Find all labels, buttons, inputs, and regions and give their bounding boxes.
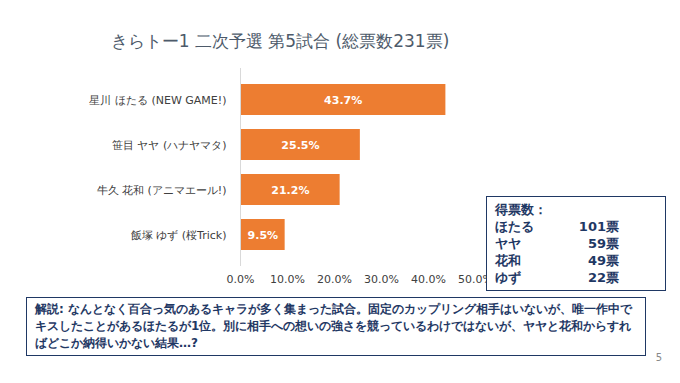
svg-text:笹目 ヤヤ (ハナヤマタ): 笹目 ヤヤ (ハナヤマタ) (112, 139, 227, 152)
html-text:きらトー1 二次予選 第5試合 (総票数231票): きらトー1 二次予選 第5試合 (総票数231票) (110, 31, 450, 51)
svg-text:10.0%: 10.0% (270, 273, 305, 286)
svg-text:30.0%: 30.0% (364, 273, 399, 286)
html-text:ヤヤ: ヤヤ (495, 236, 521, 251)
html-text:101票: 101票 (578, 219, 619, 234)
svg-text:飯塚 ゆず (桜Trick): 飯塚 ゆず (桜Trick) (131, 229, 227, 242)
svg-text:21.2%: 21.2% (271, 184, 309, 197)
svg-text:25.5%: 25.5% (281, 139, 319, 152)
html-text:22票: 22票 (587, 270, 619, 285)
html-text:59票: 59票 (587, 236, 619, 251)
html-text:花和: 花和 (495, 253, 521, 268)
html-text:5: 5 (655, 352, 662, 363)
html-text:ゆず: ゆず (495, 270, 521, 285)
svg-text:牛久 花和 (アニマエール!): 牛久 花和 (アニマエール!) (97, 184, 227, 197)
svg-text:20.0%: 20.0% (317, 273, 352, 286)
svg-text:0.0%: 0.0% (227, 273, 255, 286)
svg-text:星川 ほたる (NEW GAME!): 星川 ほたる (NEW GAME!) (89, 94, 226, 107)
html-text:49票: 49票 (587, 253, 619, 268)
svg-text:9.5%: 9.5% (248, 229, 279, 242)
svg-text:50.0%: 50.0% (458, 273, 493, 287)
html-text:得票数：: 得票数： (495, 202, 547, 217)
html-text:ほたる: ほたる (495, 219, 534, 234)
svg-text:43.7%: 43.7% (324, 94, 362, 107)
html-text:解説: なんとなく百合っ気のあるキャラが多く集まった試合。固: 解説: なんとなく百合っ気のあるキャラが多く集まった試合。固定のカップリング相手… (35, 302, 632, 350)
svg-text:40.0%: 40.0% (411, 273, 446, 286)
